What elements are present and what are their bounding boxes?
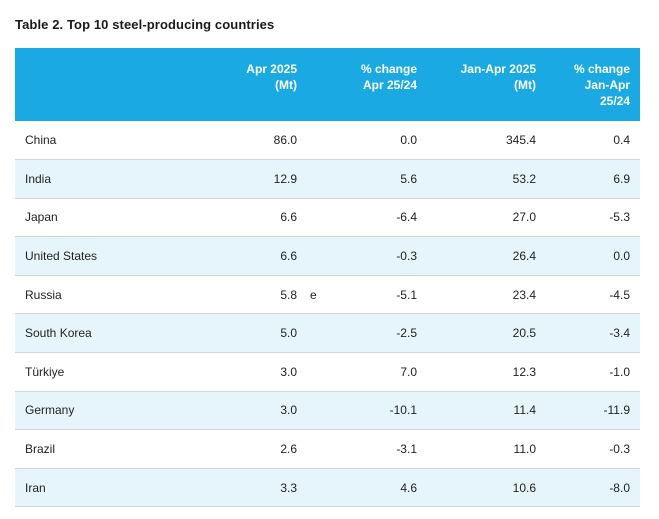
apr-cell: 3.0 [280, 403, 297, 418]
country-cell: Russia [25, 287, 62, 302]
ytd-change-cell: -5.3 [609, 210, 630, 225]
ytd-cell: 11.0 [513, 442, 536, 457]
apr-cell: 5.0 [280, 326, 297, 341]
estimate-flag [307, 121, 327, 160]
ytd-cell: 20.5 [512, 326, 536, 341]
apr-change-cell: -2.5 [396, 326, 417, 341]
ytd-cell: 53.2 [512, 171, 536, 186]
ytd-cell: 12.3 [512, 364, 536, 379]
ytd-cell: 27.0 [512, 210, 536, 225]
apr-change-cell: -10.1 [389, 403, 417, 418]
estimate-flag [307, 314, 327, 353]
apr-change-cell: 4.6 [400, 480, 417, 495]
estimate-flag [307, 391, 327, 430]
table-title: Table 2. Top 10 steel-producing countrie… [15, 17, 275, 32]
apr-cell: 3.0 [280, 364, 297, 379]
ytd-change-cell: -3.4 [609, 326, 630, 341]
ytd-change-cell: 0.4 [613, 133, 630, 148]
ytd-change-cell: 0.0 [613, 249, 630, 264]
table-row: United States 6.6 -0.3 26.4 0.0 [15, 236, 640, 276]
apr-cell: 2.6 [280, 442, 297, 457]
ytd-cell: 26.4 [512, 249, 536, 264]
table-row: Türkiye 3.0 7.0 12.3 -1.0 [15, 353, 640, 392]
apr-cell: 6.6 [280, 210, 297, 225]
country-cell: United States [25, 249, 98, 264]
apr-change-cell: -5.1 [396, 287, 417, 302]
apr-cell: 86.0 [273, 133, 297, 148]
country-cell: Brazil [25, 442, 56, 457]
table-row: Iran 3.3 4.6 10.6 -8.0 [15, 468, 640, 507]
table-row: Japan 6.6 -6.4 27.0 -5.3 [15, 198, 640, 237]
table-row: South Korea 5.0 -2.5 20.5 -3.4 [15, 313, 640, 353]
ytd-change-cell: -1.0 [609, 364, 630, 379]
estimate-flag [307, 353, 327, 392]
country-cell: Germany [25, 403, 75, 418]
estimate-flag [307, 237, 327, 276]
header-flag [307, 48, 327, 121]
estimate-flag: e [310, 287, 317, 302]
header-apr-change: % change Apr 25/24 [360, 62, 417, 92]
header-apr: Apr 2025 (Mt) [246, 62, 297, 92]
estimate-flag [307, 160, 327, 199]
ytd-change-cell: -11.9 [603, 403, 630, 418]
country-cell: Türkiye [25, 364, 65, 379]
table-row: Germany 3.0 -10.1 11.4 -11.9 [15, 391, 640, 430]
table-body: China 86.0 0.0 345.4 0.4 India 12.9 5.6 53.2 6.9 J… [15, 121, 640, 507]
estimate-flag [307, 198, 327, 237]
apr-change-cell: -3.1 [396, 442, 417, 457]
table-row: India 12.9 5.6 53.2 6.9 [15, 159, 640, 199]
apr-change-cell: -6.4 [396, 210, 417, 225]
ytd-change-cell: -4.5 [609, 287, 630, 302]
apr-cell: 5.8 [280, 287, 297, 302]
header-ytd: Jan-Apr 2025 (Mt) [460, 62, 536, 92]
estimate-flag [307, 468, 327, 507]
estimate-flag [307, 430, 327, 469]
ytd-change-cell: -8.0 [609, 480, 630, 495]
apr-change-cell: 7.0 [400, 364, 417, 379]
country-cell: South Korea [25, 326, 92, 341]
ytd-cell: 11.4 [513, 403, 536, 418]
country-cell: Iran [25, 480, 46, 495]
apr-cell: 12.9 [273, 171, 297, 186]
ytd-cell: 345.4 [505, 133, 536, 148]
apr-change-cell: 5.6 [400, 171, 417, 186]
apr-cell: 6.6 [280, 249, 297, 264]
ytd-cell: 23.4 [512, 287, 536, 302]
steel-producers-table: Apr 2025 (Mt) % change Apr 25/24 Jan-Apr… [15, 48, 640, 507]
apr-change-cell: -0.3 [396, 249, 417, 264]
table-row: China 86.0 0.0 345.4 0.4 [15, 121, 640, 160]
table-row: Brazil 2.6 -3.1 11.0 -0.3 [15, 430, 640, 469]
ytd-cell: 10.6 [512, 480, 536, 495]
ytd-change-cell: 6.9 [613, 171, 630, 186]
apr-cell: 3.3 [280, 480, 297, 495]
country-cell: India [25, 171, 52, 186]
country-cell: China [25, 133, 57, 148]
header-row: Apr 2025 (Mt) % change Apr 25/24 Jan-Apr… [15, 48, 640, 121]
header-ytd-change: % change Jan-Apr 25/24 [573, 62, 630, 108]
country-cell: Japan [25, 210, 58, 225]
table-row: Russia 5.8 e -5.1 23.4 -4.5 [15, 275, 640, 314]
apr-change-cell: 0.0 [400, 133, 417, 148]
header-country [15, 48, 185, 121]
ytd-change-cell: -0.3 [609, 442, 630, 457]
